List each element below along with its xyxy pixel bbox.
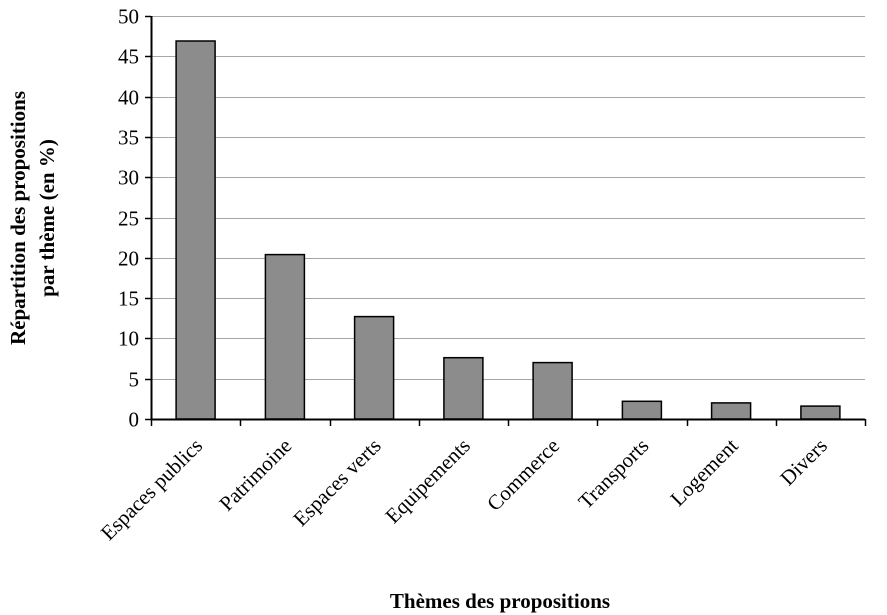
bar bbox=[443, 356, 484, 420]
x-axis-title: Thèmes des propositions bbox=[390, 589, 610, 613]
bar bbox=[621, 400, 663, 420]
y-tick-label: 5 bbox=[129, 368, 140, 392]
x-tick-label: Transports bbox=[573, 434, 653, 514]
y-tick-label: 20 bbox=[118, 247, 139, 271]
y-tick-label: 30 bbox=[118, 166, 139, 190]
axes bbox=[145, 15, 867, 426]
y-tick-label: 10 bbox=[118, 327, 139, 351]
bar bbox=[264, 253, 306, 420]
y-tick-label: 45 bbox=[118, 45, 139, 69]
y-tick-label: 0 bbox=[129, 408, 140, 432]
y-tick-label: 15 bbox=[118, 287, 139, 311]
bar bbox=[175, 40, 216, 420]
bar bbox=[353, 315, 395, 420]
y-tick-label: 50 bbox=[118, 5, 139, 29]
y-tick-labels: 0 5 10 15 20 25 30 35 40 45 50 bbox=[118, 5, 139, 432]
x-tick-label: Espaces verts bbox=[288, 434, 385, 531]
x-tick-label: Logement bbox=[665, 433, 742, 510]
y-axis-title-line1: Répartition des propositions bbox=[6, 91, 30, 345]
bar bbox=[800, 405, 841, 420]
y-tick-label: 25 bbox=[118, 207, 139, 231]
x-tick-label: Espaces publics bbox=[96, 434, 207, 545]
y-tick-label: 35 bbox=[118, 126, 139, 150]
gridlines bbox=[151, 16, 865, 380]
bar bbox=[710, 402, 752, 420]
x-tick-label: Equipements bbox=[380, 434, 475, 529]
bar bbox=[532, 361, 573, 420]
x-tick-label: Divers bbox=[775, 434, 832, 491]
y-tick-label: 40 bbox=[118, 86, 139, 110]
x-tick-label: Commerce bbox=[482, 434, 564, 516]
y-axis-title-line2: par thème (en %) bbox=[35, 139, 59, 297]
x-tick-label: Patrimoine bbox=[214, 434, 296, 516]
